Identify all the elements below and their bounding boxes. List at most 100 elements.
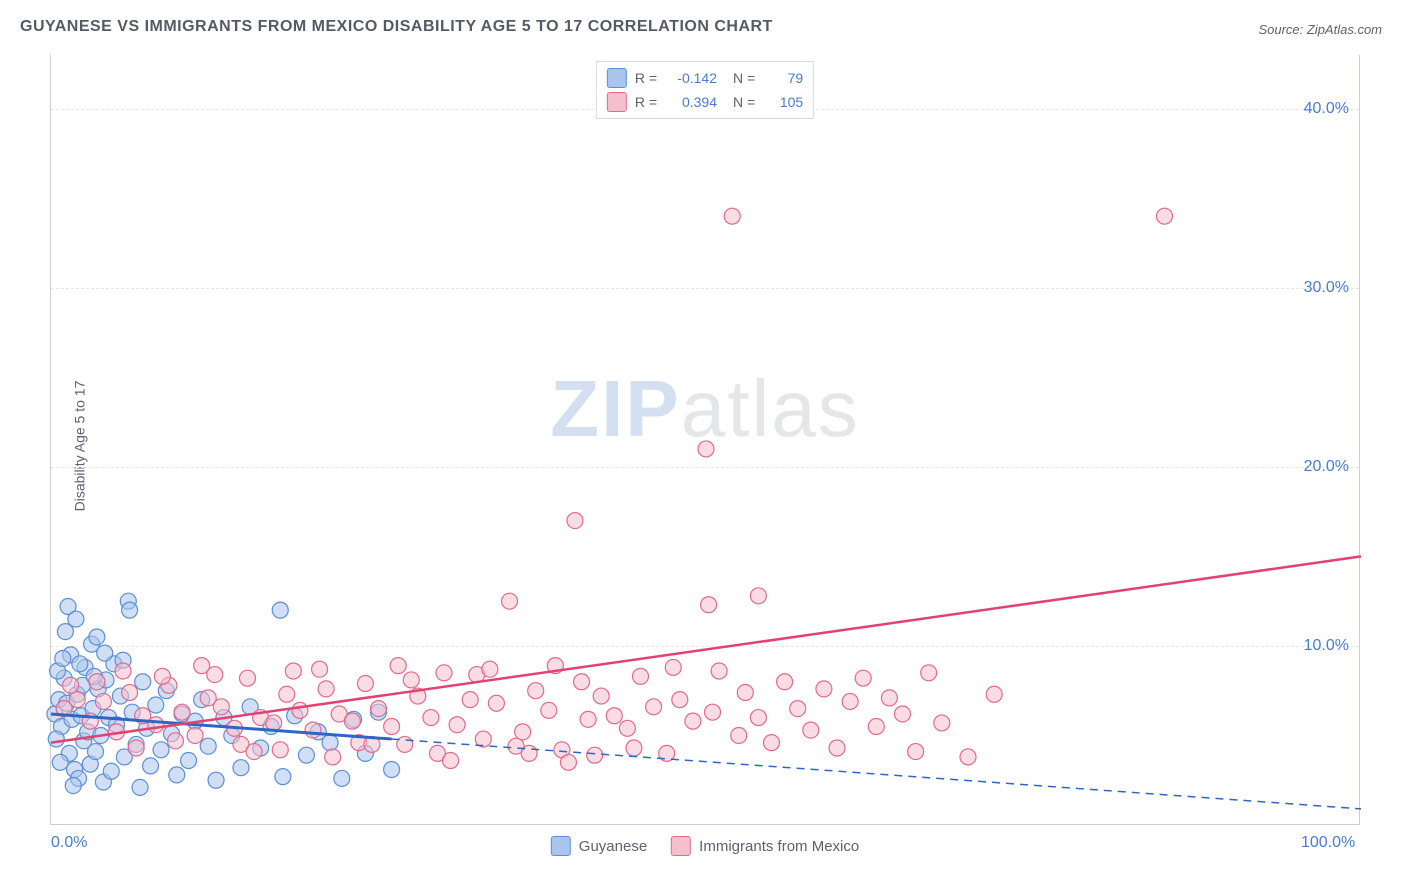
- data-point: [580, 711, 596, 727]
- data-point: [357, 676, 373, 692]
- x-tick-label: 0.0%: [51, 834, 87, 852]
- data-point: [750, 588, 766, 604]
- data-point: [213, 699, 229, 715]
- data-point: [541, 702, 557, 718]
- chart-title: GUYANESE VS IMMIGRANTS FROM MEXICO DISAB…: [20, 18, 773, 36]
- data-point: [63, 677, 79, 693]
- data-point: [462, 692, 478, 708]
- trend-line: [392, 739, 1361, 809]
- data-point: [153, 742, 169, 758]
- data-point: [665, 659, 681, 675]
- data-point: [764, 735, 780, 751]
- data-point: [275, 769, 291, 785]
- data-point: [829, 740, 845, 756]
- swatch-guyanese: [607, 68, 627, 88]
- data-point: [169, 767, 185, 783]
- series-legend: Guyanese Immigrants from Mexico: [551, 836, 859, 856]
- data-point: [423, 710, 439, 726]
- data-point: [68, 611, 84, 627]
- data-point: [633, 668, 649, 684]
- data-point: [272, 742, 288, 758]
- x-tick-label: 100.0%: [1301, 834, 1355, 852]
- data-point: [731, 727, 747, 743]
- data-point: [560, 754, 576, 770]
- data-point: [312, 661, 328, 677]
- data-point: [122, 684, 138, 700]
- data-point: [855, 670, 871, 686]
- plot-area: ZIPatlas R = -0.142 N = 79 R = 0.394 N =…: [50, 55, 1360, 825]
- data-point: [803, 722, 819, 738]
- data-point: [240, 670, 256, 686]
- data-point: [567, 513, 583, 529]
- swatch-mexico-icon: [671, 836, 691, 856]
- r-value-mexico: 0.394: [665, 94, 717, 110]
- data-point: [181, 753, 197, 769]
- y-tick-label: 20.0%: [1304, 458, 1349, 476]
- y-tick-label: 30.0%: [1304, 279, 1349, 297]
- chart-container: GUYANESE VS IMMIGRANTS FROM MEXICO DISAB…: [0, 0, 1406, 892]
- data-point: [55, 650, 71, 666]
- data-point: [606, 708, 622, 724]
- data-point: [701, 597, 717, 613]
- data-point: [698, 441, 714, 457]
- data-point: [154, 668, 170, 684]
- y-tick-label: 10.0%: [1304, 637, 1349, 655]
- data-point: [344, 713, 360, 729]
- data-point: [322, 735, 338, 751]
- data-point: [305, 722, 321, 738]
- correlation-legend: R = -0.142 N = 79 R = 0.394 N = 105: [596, 61, 814, 119]
- data-point: [436, 665, 452, 681]
- data-point: [646, 699, 662, 715]
- data-point: [72, 656, 88, 672]
- chart-svg: [51, 55, 1359, 824]
- data-point: [88, 744, 104, 760]
- data-point: [587, 747, 603, 763]
- data-point: [207, 667, 223, 683]
- n-label: N =: [733, 94, 755, 110]
- data-point: [790, 701, 806, 717]
- data-point: [132, 779, 148, 795]
- data-point: [626, 740, 642, 756]
- data-point: [208, 772, 224, 788]
- data-point: [403, 672, 419, 688]
- data-point: [148, 717, 164, 733]
- data-point: [750, 710, 766, 726]
- data-point: [279, 686, 295, 702]
- data-point: [148, 697, 164, 713]
- data-point: [371, 701, 387, 717]
- data-point: [593, 688, 609, 704]
- data-point: [52, 754, 68, 770]
- data-point: [672, 692, 688, 708]
- data-point: [574, 674, 590, 690]
- legend-row-mexico: R = 0.394 N = 105: [607, 90, 803, 114]
- data-point: [960, 749, 976, 765]
- data-point: [881, 690, 897, 706]
- data-point: [272, 602, 288, 618]
- data-point: [115, 663, 131, 679]
- data-point: [143, 758, 159, 774]
- data-point: [515, 724, 531, 740]
- data-point: [246, 744, 262, 760]
- n-label: N =: [733, 70, 755, 86]
- data-point: [298, 747, 314, 763]
- n-value-mexico: 105: [763, 94, 803, 110]
- data-point: [95, 693, 111, 709]
- data-point: [397, 736, 413, 752]
- data-point: [502, 593, 518, 609]
- r-label: R =: [635, 70, 657, 86]
- data-point: [174, 704, 190, 720]
- data-point: [122, 602, 138, 618]
- data-point: [318, 681, 334, 697]
- data-point: [619, 720, 635, 736]
- data-point: [521, 745, 537, 761]
- data-point: [868, 719, 884, 735]
- y-tick-label: 40.0%: [1304, 100, 1349, 118]
- data-point: [69, 692, 85, 708]
- data-point: [737, 684, 753, 700]
- data-point: [48, 731, 64, 747]
- data-point: [921, 665, 937, 681]
- data-point: [233, 760, 249, 776]
- legend-label-guyanese: Guyanese: [579, 838, 647, 855]
- data-point: [200, 738, 216, 754]
- r-value-guyanese: -0.142: [665, 70, 717, 86]
